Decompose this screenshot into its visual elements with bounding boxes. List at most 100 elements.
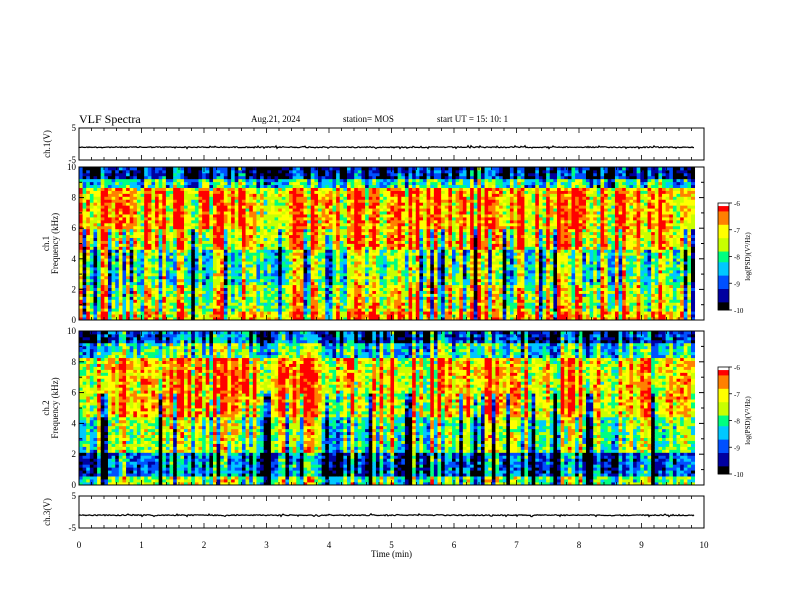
spectrogram-cell	[398, 211, 402, 214]
spectrogram-cell	[235, 167, 239, 170]
spectrogram-cell	[177, 282, 181, 285]
spectrogram-cell	[242, 232, 246, 235]
spectrogram-cell	[180, 282, 184, 285]
spectrogram-cell	[354, 296, 358, 299]
spectrogram-cell	[213, 282, 217, 285]
spectrogram-cell	[383, 282, 387, 285]
spectrogram-cell	[133, 252, 137, 255]
spectrogram-cell	[130, 291, 134, 294]
spectrogram-cell	[376, 244, 380, 247]
spectrogram-cell	[209, 302, 213, 305]
spectrogram-cell	[199, 314, 203, 317]
spectrogram-cell	[173, 229, 177, 232]
spectrogram-cell	[271, 255, 275, 258]
spectrogram-cell	[101, 249, 105, 252]
spectrogram-cell	[332, 282, 336, 285]
spectrogram-cell	[311, 252, 315, 255]
spectrogram-cell	[122, 229, 126, 232]
spectrogram-cell	[314, 232, 318, 235]
spectrogram-cell	[86, 226, 90, 229]
spectrogram-cell	[155, 202, 159, 205]
spectrogram-cell	[195, 314, 199, 317]
spectrogram-cell	[151, 217, 155, 220]
spectrogram-cell	[249, 208, 253, 211]
spectrogram-cell	[340, 261, 344, 264]
spectrogram-cell	[376, 193, 380, 196]
spectrogram-cell	[318, 261, 322, 264]
spectrogram-cell	[300, 258, 304, 261]
spectrogram-cell	[340, 241, 344, 244]
spectrogram-cell	[83, 279, 87, 282]
spectrogram-cell	[398, 241, 402, 244]
spectrogram-cell	[329, 288, 333, 291]
spectrogram-cell	[307, 267, 311, 270]
spectrogram-cell	[253, 191, 257, 194]
spectrogram-cell	[195, 285, 199, 288]
spectrogram-cell	[358, 244, 362, 247]
spectrogram-cell	[314, 258, 318, 261]
spectrogram-cell	[137, 267, 141, 270]
spectrogram-cell	[383, 238, 387, 241]
spectrogram-cell	[376, 288, 380, 291]
spectrogram-cell	[148, 267, 152, 270]
spectrogram-cell	[347, 261, 351, 264]
spectrogram-cell	[206, 255, 210, 258]
spectrogram-cell	[133, 179, 137, 182]
spectrogram-cell	[275, 282, 279, 285]
spectrogram-cell	[108, 276, 112, 279]
spectrogram-cell	[380, 188, 384, 191]
spectrogram-cell	[325, 241, 329, 244]
spectrogram-cell	[227, 314, 231, 317]
spectrogram-cell	[311, 279, 315, 282]
spectrogram-cell	[119, 255, 123, 258]
spectrogram-cell	[242, 176, 246, 179]
spectrogram-cell	[126, 264, 130, 267]
spectrogram-cell	[206, 308, 210, 311]
spectrogram-cell	[260, 170, 264, 173]
spectrogram-cell	[159, 267, 163, 270]
spectrogram-cell	[130, 241, 134, 244]
spectrogram-cell	[314, 173, 318, 176]
spectrogram-cell	[90, 308, 94, 311]
spectrogram-cell	[199, 217, 203, 220]
spectrogram-cell	[246, 285, 250, 288]
spectrogram-cell	[162, 244, 166, 247]
spectrogram-cell	[365, 249, 369, 252]
spectrogram-cell	[311, 244, 315, 247]
spectrogram-cell	[162, 241, 166, 244]
spectrogram-cell	[267, 226, 271, 229]
spectrogram-cell	[144, 214, 148, 217]
spectrogram-cell	[347, 167, 351, 170]
spectrogram-cell	[86, 238, 90, 241]
spectrogram-cell	[253, 314, 257, 317]
spectrogram-cell	[307, 314, 311, 317]
spectrogram-cell	[264, 232, 268, 235]
spectrogram-cell	[376, 270, 380, 273]
spectrogram-cell	[224, 246, 228, 249]
spectrogram-cell	[217, 255, 221, 258]
spectrogram-cell	[325, 279, 329, 282]
spectrogram-cell	[227, 226, 231, 229]
spectrogram-cell	[394, 185, 398, 188]
spectrogram-cell	[264, 270, 268, 273]
spectrogram-cell	[144, 264, 148, 267]
spectrogram-cell	[256, 188, 260, 191]
spectrogram-cell	[220, 308, 224, 311]
spectrogram-cell	[264, 191, 268, 194]
spectrogram-cell	[380, 302, 384, 305]
spectrogram-cell	[173, 170, 177, 173]
spectrogram-cell	[398, 267, 402, 270]
spectrogram-cell	[304, 264, 308, 267]
spectrogram-cell	[351, 244, 355, 247]
spectrogram-cell	[144, 267, 148, 270]
spectrogram-cell	[267, 302, 271, 305]
spectrogram-cell	[191, 179, 195, 182]
spectrogram-cell	[372, 167, 376, 170]
spectrogram-cell	[188, 226, 192, 229]
spectrogram-cell	[314, 291, 318, 294]
spectrogram-cell	[97, 167, 101, 170]
spectrogram-cell	[369, 244, 373, 247]
spectrogram-cell	[358, 179, 362, 182]
spectrogram-cell	[340, 264, 344, 267]
spectrogram-cell	[314, 223, 318, 226]
